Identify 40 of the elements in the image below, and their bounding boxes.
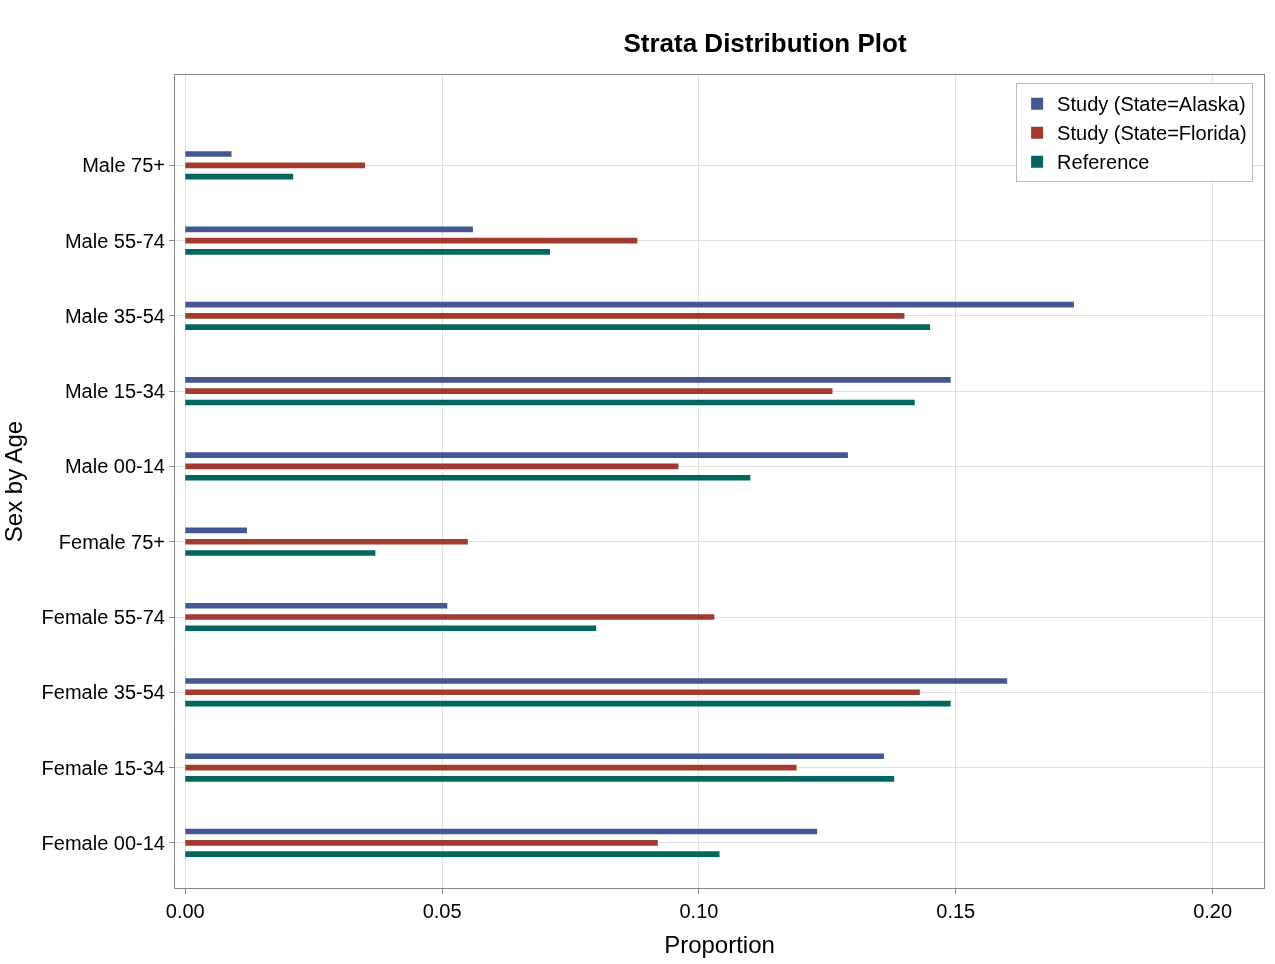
bar	[185, 151, 232, 157]
y-tick-label: Male 55-74	[64, 229, 165, 252]
x-tick-label: 0.20	[1193, 900, 1233, 922]
legend-label: Reference	[1057, 151, 1150, 174]
y-tick-label: Female 35-54	[41, 681, 165, 704]
bar	[185, 550, 376, 556]
bar	[185, 851, 720, 857]
bar	[185, 840, 658, 846]
bar	[185, 474, 751, 481]
bar	[185, 776, 895, 782]
bar	[185, 753, 884, 760]
chart-title: Strata Distribution Plot	[623, 27, 907, 58]
bar	[185, 538, 468, 545]
y-tick-label: Female 15-34	[41, 756, 165, 779]
x-axis-title: Proportion	[664, 931, 775, 959]
bar	[185, 377, 951, 383]
x-tick-label: 0.10	[679, 900, 719, 922]
legend-label: Study (State=Florida)	[1057, 122, 1247, 145]
bar	[185, 313, 905, 319]
bar	[185, 324, 931, 330]
y-tick-label: Female 75+	[58, 530, 165, 553]
y-tick-label: Male 75+	[82, 154, 165, 177]
x-tick-label: 0.00	[165, 900, 205, 922]
y-tick-label: Male 00-14	[64, 455, 165, 478]
bar	[185, 602, 448, 609]
bar	[185, 614, 715, 620]
bar	[185, 625, 597, 632]
bar	[185, 689, 920, 696]
x-tick-label: 0.15	[936, 900, 976, 922]
y-tick-label: Male 35-54	[64, 304, 165, 327]
y-tick-label: Female 55-74	[41, 606, 165, 628]
y-tick-label: Male 15-34	[64, 380, 165, 403]
legend-label: Study (State=Alaska)	[1057, 93, 1246, 116]
bar	[185, 388, 833, 394]
y-axis-title: Sex by Age	[0, 420, 27, 543]
bar	[185, 678, 1008, 684]
y-tick-label: Female 00-14	[41, 831, 165, 854]
bar	[185, 249, 550, 255]
x-tick-label: 0.05	[422, 900, 462, 922]
bar	[185, 452, 848, 458]
